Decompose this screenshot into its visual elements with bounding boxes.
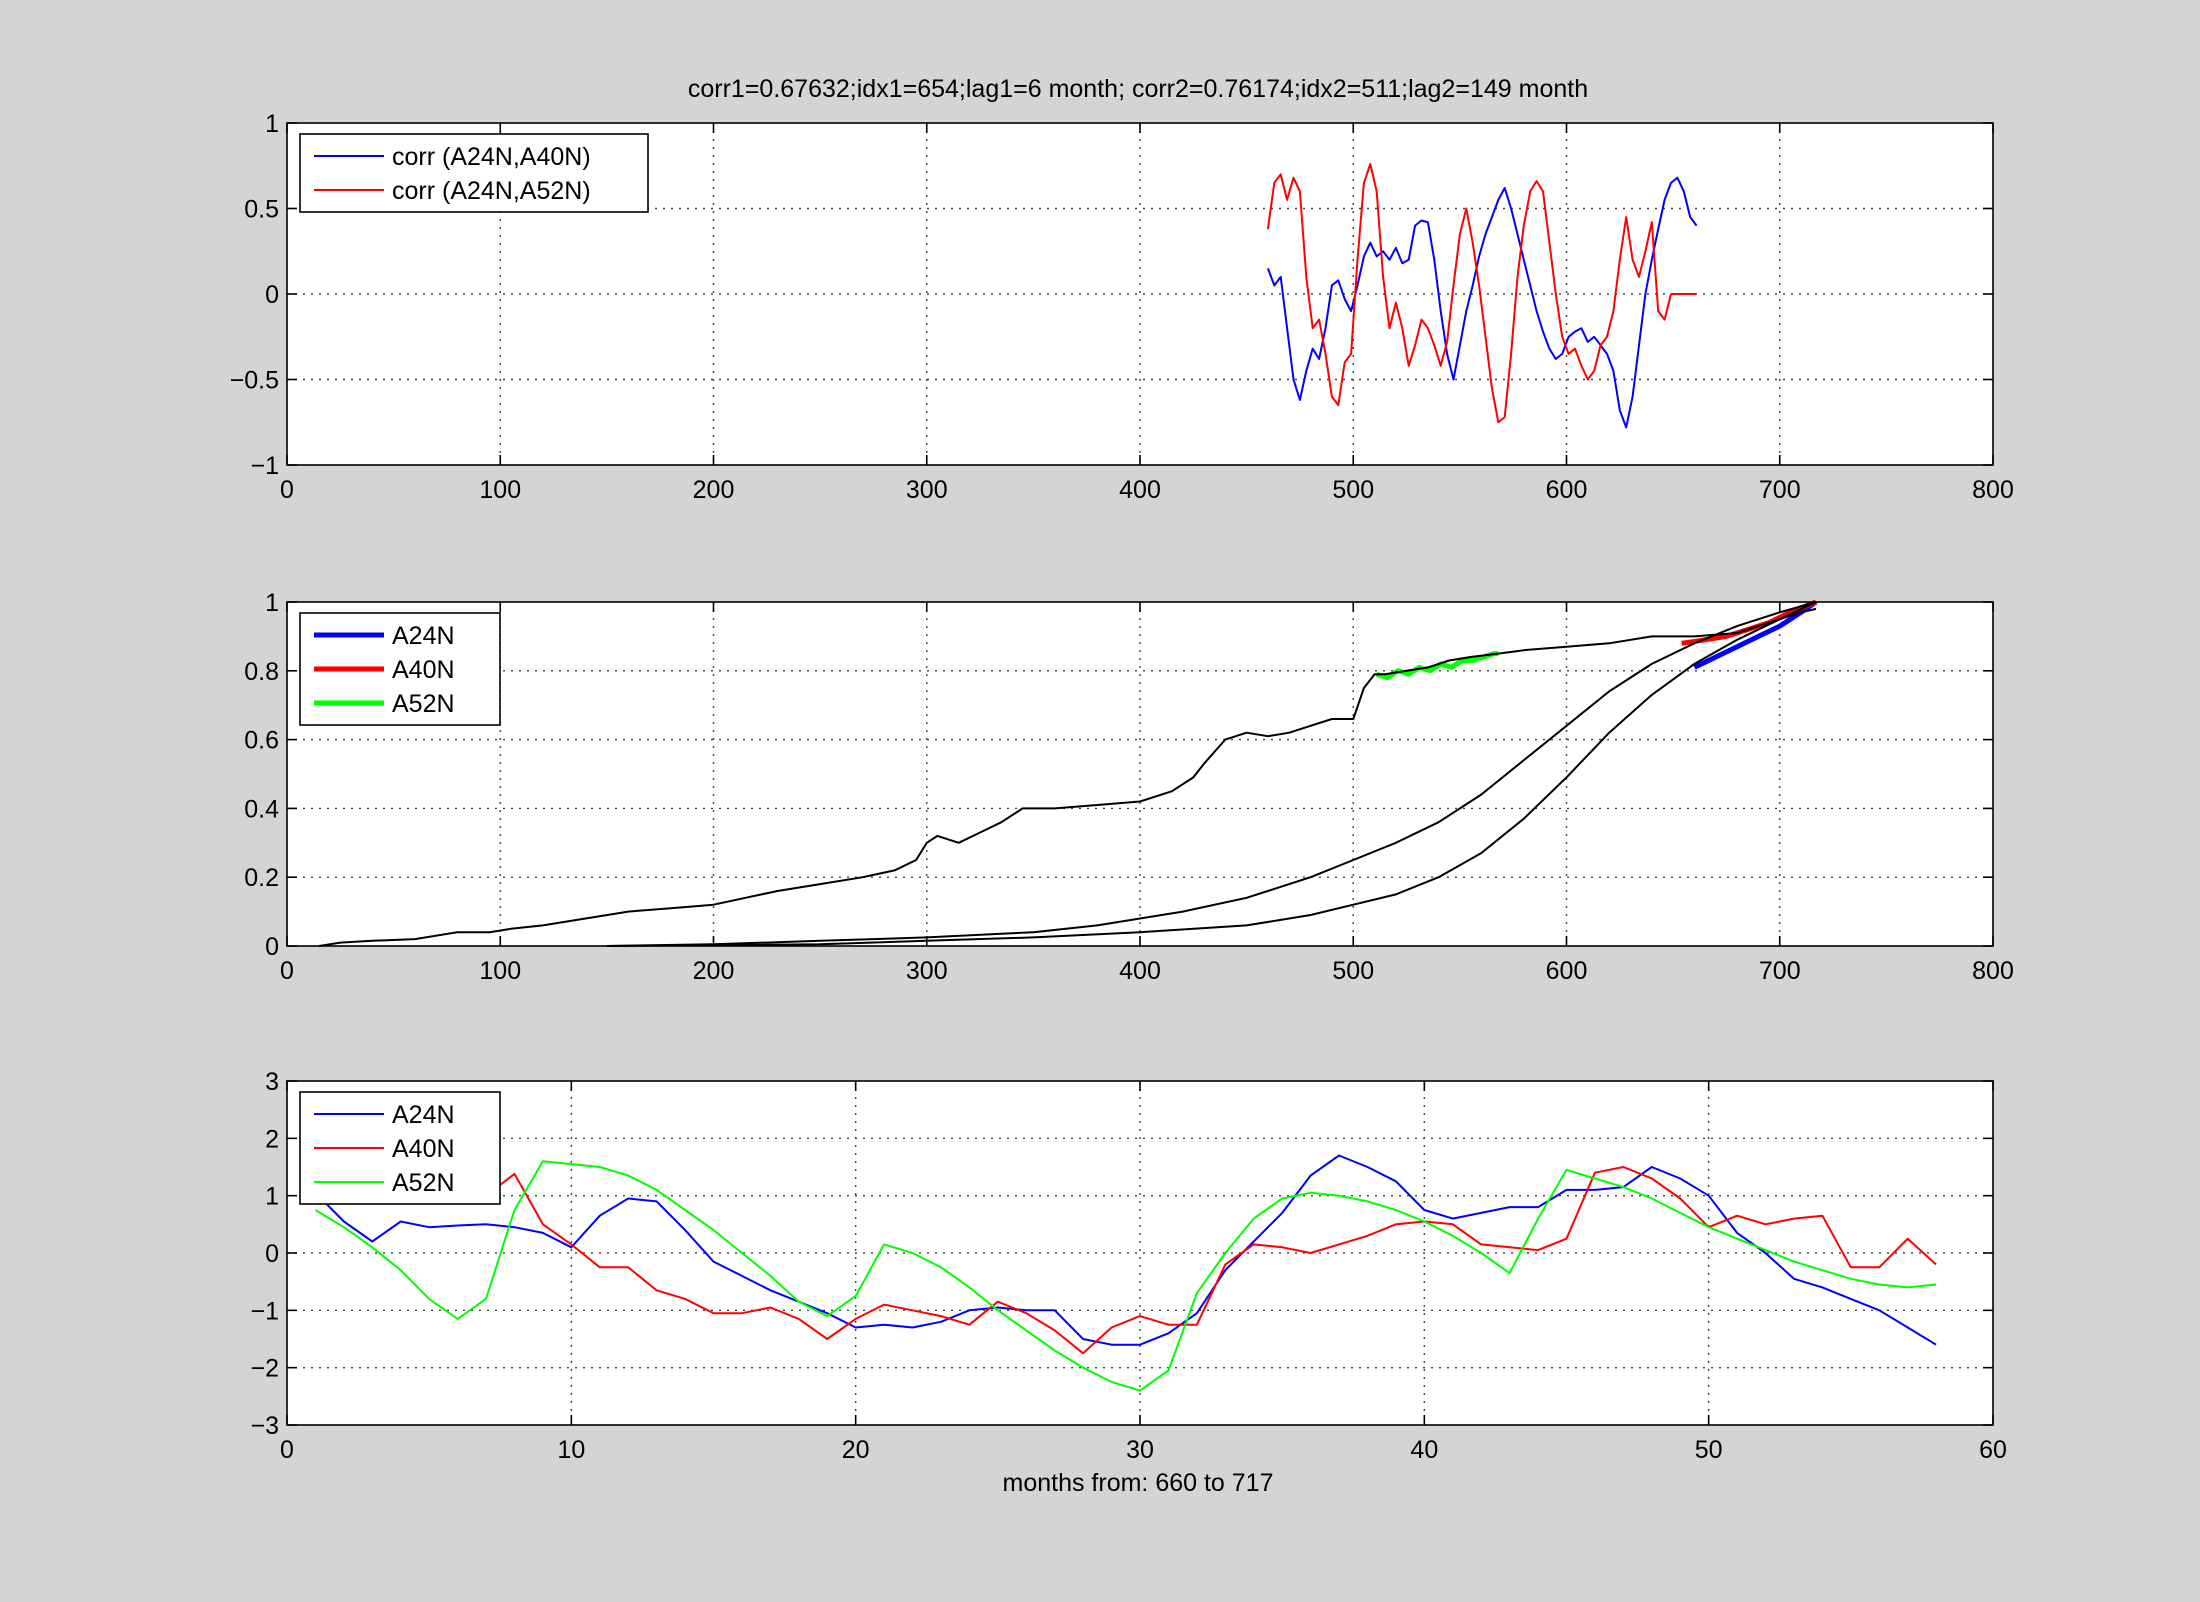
- legend-entry: A52N: [392, 690, 455, 718]
- x-tick-label: 40: [1410, 1436, 1438, 1464]
- y-tick-label: 0.2: [244, 864, 279, 892]
- x-tick-label: 60: [1979, 1436, 2007, 1464]
- x-tick-label: 30: [1126, 1436, 1154, 1464]
- y-tick-label: 1: [265, 1183, 279, 1211]
- legend: corr (A24N,A40N) corr (A24N,A52N): [299, 133, 649, 213]
- y-tick-label: −0.5: [230, 367, 279, 395]
- x-tick-label: 100: [479, 476, 521, 504]
- y-tick-label: 1: [265, 110, 279, 138]
- x-tick-label: 800: [1972, 957, 2014, 985]
- legend-entry: A52N: [392, 1169, 455, 1197]
- x-tick-label: 0: [280, 957, 294, 985]
- x-tick-label: 600: [1546, 476, 1588, 504]
- legend: A24N A40N A52N: [299, 1091, 501, 1205]
- series-line-a24n: [314, 1154, 1937, 1346]
- legend: A24N A40N A52N: [299, 612, 501, 726]
- series-line-unlabeled-5: [606, 601, 1817, 947]
- x-tick-label: 500: [1332, 957, 1374, 985]
- axes-monthly-anomaly: 0 10 20 30 40 50 60 −3 −2 −1 0 1 2 3 A24N A40N A52N: [250, 1068, 2006, 1464]
- legend-entry: corr (A24N,A40N): [392, 143, 591, 171]
- x-tick-label: 300: [906, 476, 948, 504]
- legend-entry: corr (A24N,A52N): [392, 177, 591, 205]
- series-line-a40n: [485, 1166, 1937, 1355]
- y-tick-label: 1: [265, 589, 279, 617]
- x-tick-label: 0: [280, 1436, 294, 1464]
- x-tick-label: 600: [1546, 957, 1588, 985]
- y-tick-label: −1: [250, 1297, 279, 1325]
- x-tick-label: 300: [906, 957, 948, 985]
- x-tick-label: 0: [280, 476, 294, 504]
- x-tick-label: 20: [842, 1436, 870, 1464]
- x-tick-label: 700: [1759, 957, 1801, 985]
- x-tick-label: 700: [1759, 476, 1801, 504]
- legend-entry: A24N: [392, 1101, 455, 1129]
- series-line-corr-a24n-a40n-: [1266, 176, 1698, 429]
- x-tick-label: 500: [1332, 476, 1374, 504]
- x-tick-label: 200: [693, 476, 735, 504]
- series-line-a52n: [314, 1160, 1937, 1392]
- x-tick-label: 50: [1695, 1436, 1723, 1464]
- legend-entry: A40N: [392, 656, 455, 684]
- legend-entry: A24N: [392, 622, 455, 650]
- x-tick-label: 400: [1119, 476, 1161, 504]
- x-tick-label: 400: [1119, 957, 1161, 985]
- y-tick-label: −3: [250, 1412, 279, 1440]
- x-tick-label: 100: [479, 957, 521, 985]
- y-tick-label: 2: [265, 1125, 279, 1153]
- y-tick-label: −1: [250, 452, 279, 480]
- plot-area: [287, 602, 1993, 946]
- x-axis-label: months from: 660 to 717: [1003, 1469, 1274, 1497]
- y-tick-label: −2: [250, 1355, 279, 1383]
- figure-title: corr1=0.67632;idx1=654;lag1=6 month; cor…: [688, 75, 1588, 103]
- series-line-unlabeled-4: [606, 601, 1817, 947]
- y-tick-label: 0.8: [244, 658, 279, 686]
- y-tick-label: 0.6: [244, 727, 279, 755]
- y-tick-label: 0.4: [244, 795, 279, 823]
- x-tick-label: 10: [557, 1436, 585, 1464]
- series-line-unlabeled-3: [318, 607, 1817, 947]
- legend-entry: A40N: [392, 1135, 455, 1163]
- y-tick-label: 0.5: [244, 196, 279, 224]
- legend-box: [299, 133, 649, 213]
- y-tick-label: 0: [265, 933, 279, 961]
- axes-correlation: 0 100 200 300 400 500 600 700 800 −1 −0.5 0 0.5 1 corr…: [230, 110, 2014, 504]
- plot-area: [287, 1081, 1993, 1425]
- y-tick-label: 3: [265, 1068, 279, 1096]
- series-line-corr-a24n-a52n-: [1266, 163, 1697, 424]
- y-tick-label: 0: [265, 1240, 279, 1268]
- y-tick-label: 0: [265, 281, 279, 309]
- axes-cumulative: 0 100 200 300 400 500 600 700 80000.20.40.60.81A…: [244, 589, 2014, 985]
- x-tick-label: 200: [693, 957, 735, 985]
- x-tick-label: 800: [1972, 476, 2014, 504]
